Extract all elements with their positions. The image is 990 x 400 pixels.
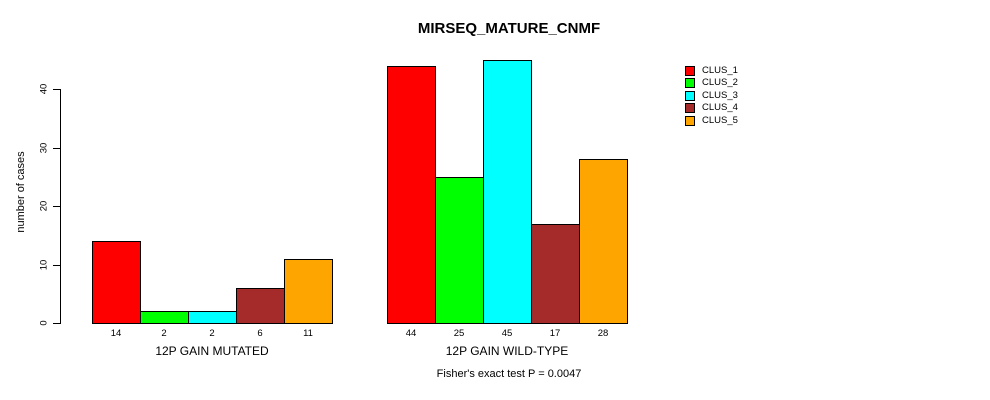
bar-value-label: 17 xyxy=(549,328,561,339)
y-axis-line xyxy=(60,89,61,324)
legend-label: CLUS_3 xyxy=(702,89,738,101)
y-axis-tick-label: 20 xyxy=(38,200,50,212)
legend-label: CLUS_2 xyxy=(702,77,738,89)
bar-clus_4-group2 xyxy=(531,224,580,324)
bar-value-label: 2 xyxy=(161,328,167,339)
bar-clus_1-group1 xyxy=(92,241,141,324)
x-axis-group-label: 12P GAIN WILD-TYPE xyxy=(445,344,569,358)
bar-clus_5-group1 xyxy=(284,259,333,324)
legend-entry-clus_5: CLUS_5 xyxy=(685,114,738,126)
bar-clus_3-group2 xyxy=(483,60,532,324)
legend-swatch-icon xyxy=(685,103,695,114)
y-axis-tick xyxy=(53,206,60,207)
y-axis-tick xyxy=(53,89,60,90)
y-axis-tick-label: 30 xyxy=(38,142,50,154)
y-axis-tick xyxy=(53,148,60,149)
y-axis-label: number of cases xyxy=(15,151,27,233)
legend-entry-clus_3: CLUS_3 xyxy=(685,89,738,101)
bar-value-label: 6 xyxy=(257,328,263,339)
chart-title: MIRSEQ_MATURE_CNMF xyxy=(417,20,601,37)
y-axis-tick-label: 40 xyxy=(38,83,50,95)
legend: CLUS_1 CLUS_2 CLUS_3 CLUS_4 CLUS_5 xyxy=(685,66,738,128)
legend-entry-clus_4: CLUS_4 xyxy=(685,102,738,114)
bar-clus_4-group1 xyxy=(236,288,285,324)
legend-label: CLUS_1 xyxy=(702,65,738,76)
y-axis-tick xyxy=(53,265,60,266)
annotation-text: Fisher's exact test P = 0.0047 xyxy=(436,368,582,380)
bar-value-label: 25 xyxy=(453,328,465,339)
x-axis-group-label: 12P GAIN MUTATED xyxy=(155,344,269,358)
bar-clus_1-group2 xyxy=(387,66,436,324)
bar-value-label: 11 xyxy=(303,328,313,339)
bar-value-label: 2 xyxy=(209,328,215,339)
bar-value-label: 44 xyxy=(405,328,417,339)
bar-clus_5-group2 xyxy=(579,159,628,324)
bar-clus_3-group1 xyxy=(188,311,237,324)
bar-value-label: 14 xyxy=(110,328,122,339)
legend-label: CLUS_5 xyxy=(702,114,738,126)
y-axis-tick xyxy=(53,323,60,324)
legend-entry-clus_2: CLUS_2 xyxy=(685,77,738,89)
legend-swatch-icon xyxy=(685,115,695,126)
legend-label: CLUS_4 xyxy=(702,102,738,114)
y-axis-tick-label: 0 xyxy=(38,320,50,326)
legend-swatch-icon xyxy=(685,90,695,101)
legend-swatch-icon xyxy=(685,78,695,89)
bar-clus_2-group2 xyxy=(435,177,484,324)
bar-clus_2-group1 xyxy=(140,311,189,324)
bar-value-label: 45 xyxy=(501,328,513,339)
bar-value-label: 28 xyxy=(597,328,609,339)
legend-entry-clus_1: CLUS_1 xyxy=(685,66,738,76)
legend-swatch-icon xyxy=(685,66,695,76)
y-axis-tick-label: 10 xyxy=(38,259,50,271)
